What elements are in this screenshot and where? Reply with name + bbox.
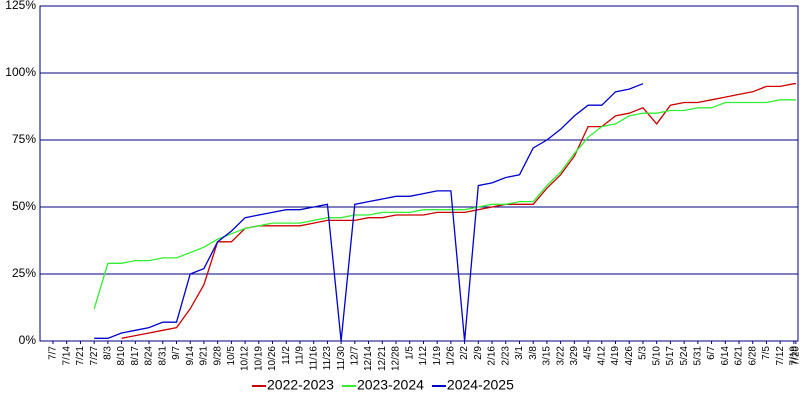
x-tick-label: 3/22 <box>555 346 566 366</box>
y-tick-label: 0% <box>19 333 37 347</box>
x-tick-label: 7/20 <box>791 346 800 366</box>
x-tick-label: 3/29 <box>569 346 580 366</box>
legend-label: 2023-2024 <box>357 377 424 393</box>
x-tick-label: 2/23 <box>500 346 511 366</box>
x-tick-label: 11/30 <box>336 346 347 371</box>
x-tick-label: 7/27 <box>89 346 100 366</box>
x-tick-label: 2/16 <box>487 346 498 366</box>
x-tick-label: 11/23 <box>322 346 333 371</box>
x-tick-label: 10/19 <box>253 346 264 371</box>
y-tick-label: 125% <box>5 0 36 12</box>
x-tick-label: 1/26 <box>446 346 457 366</box>
x-tick-label: 10/12 <box>240 346 251 371</box>
x-tick-label: 2/2 <box>459 346 470 360</box>
x-tick-label: 10/26 <box>267 346 278 371</box>
x-tick-label: 12/14 <box>363 346 374 371</box>
series-line <box>121 83 796 339</box>
x-tick-label: 4/26 <box>624 346 635 366</box>
x-tick-label: 9/21 <box>199 346 210 366</box>
x-tick-label: 6/7 <box>706 346 717 360</box>
x-tick-label: 5/10 <box>651 346 662 366</box>
x-tick-label: 9/14 <box>185 346 196 366</box>
x-tick-label: 10/5 <box>226 346 237 366</box>
series-line <box>94 83 644 342</box>
y-tick-label: 25% <box>12 266 36 280</box>
x-tick-label: 11/16 <box>308 346 319 371</box>
x-tick-label: 7/7 <box>48 346 59 360</box>
x-tick-label: 11/9 <box>295 346 306 365</box>
x-tick-label: 8/17 <box>130 346 141 366</box>
x-tick-label: 7/5 <box>761 346 772 360</box>
x-tick-label: 7/21 <box>75 346 86 366</box>
x-tick-label: 11/2 <box>281 346 292 365</box>
x-tick-label: 5/3 <box>638 346 649 360</box>
x-tick-label: 7/14 <box>61 346 72 366</box>
x-tick-label: 12/7 <box>349 346 360 366</box>
x-tick-label: 1/5 <box>404 346 415 360</box>
x-tick-label: 8/24 <box>144 346 155 366</box>
x-tick-label: 6/21 <box>734 346 745 366</box>
legend-item: 2023-2024 <box>341 377 424 393</box>
x-tick-label: 7/12 <box>775 346 786 366</box>
x-tick-label: 1/19 <box>432 346 443 366</box>
y-tick-label: 100% <box>5 65 36 79</box>
x-tick-label: 4/5 <box>583 346 594 360</box>
legend-label: 2022-2023 <box>267 377 334 393</box>
x-tick-label: 2/9 <box>473 346 484 360</box>
x-tick-label: 3/8 <box>528 346 539 360</box>
x-tick-label: 5/17 <box>665 346 676 366</box>
legend-label: 2024-2025 <box>447 377 514 393</box>
x-tick-label: 12/28 <box>391 346 402 371</box>
x-tick-label: 4/19 <box>610 346 621 366</box>
legend-item: 2024-2025 <box>431 377 514 393</box>
x-tick-label: 12/21 <box>377 346 388 371</box>
y-tick-label: 50% <box>12 199 36 213</box>
x-tick-label: 8/31 <box>157 346 168 366</box>
x-tick-label: 9/7 <box>171 346 182 360</box>
legend-item: 2022-2023 <box>252 377 334 393</box>
x-tick-label: 6/28 <box>747 346 758 366</box>
x-tick-label: 3/1 <box>514 346 525 360</box>
y-tick-label: 75% <box>12 132 36 146</box>
x-tick-label: 3/15 <box>542 346 553 366</box>
x-tick-label: 5/24 <box>679 346 690 366</box>
plot-frame <box>39 5 799 342</box>
x-tick-label: 5/31 <box>692 346 703 366</box>
x-tick-label: 7/19 <box>789 346 800 366</box>
x-tick-label: 8/10 <box>116 346 127 366</box>
series-line <box>93 99 796 309</box>
x-tick-label: 8/3 <box>103 346 114 360</box>
x-tick-label: 9/28 <box>212 346 223 366</box>
x-tick-label: 1/12 <box>418 346 429 366</box>
x-tick-label: 6/14 <box>720 346 731 366</box>
x-tick-label: 4/12 <box>596 346 607 366</box>
